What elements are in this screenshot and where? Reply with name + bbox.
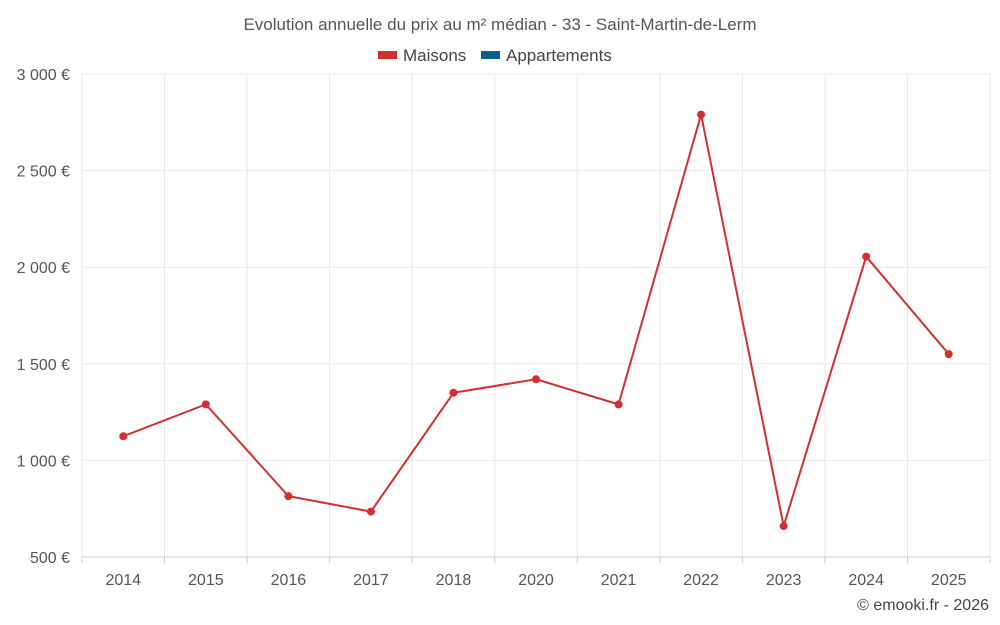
x-tick-label: 2025: [931, 572, 967, 589]
footer-credit: © emooki.fr - 2026: [857, 597, 989, 614]
legend: Maisons Appartements: [378, 46, 612, 65]
data-point-maisons[interactable]: [779, 522, 788, 531]
y-tick-label: 2 000 €: [17, 260, 70, 277]
x-tick-label: 2023: [766, 572, 802, 589]
y-tick-label: 3 000 €: [17, 67, 70, 84]
legend-swatch-appartements: [481, 51, 500, 59]
y-tick-label: 500 €: [30, 550, 70, 567]
legend-item-appartements[interactable]: Appartements: [481, 46, 612, 65]
data-point-maisons[interactable]: [862, 252, 871, 261]
legend-item-maisons[interactable]: Maisons: [378, 46, 466, 65]
x-tick-label: 2024: [848, 572, 884, 589]
data-point-maisons[interactable]: [201, 400, 210, 409]
grid-layer: [81, 73, 991, 557]
legend-label-maisons: Maisons: [403, 46, 466, 65]
legend-label-appartements: Appartements: [506, 46, 612, 65]
data-point-maisons[interactable]: [119, 432, 128, 441]
legend-swatch-maisons: [378, 51, 397, 59]
data-point-maisons[interactable]: [697, 110, 706, 119]
data-point-maisons[interactable]: [366, 507, 375, 516]
y-tick-label: 1 500 €: [17, 357, 70, 374]
data-point-maisons[interactable]: [284, 492, 293, 501]
series-layer: [119, 110, 953, 531]
x-tick-label: 2021: [601, 572, 637, 589]
x-tick-label: 2014: [105, 572, 141, 589]
x-tick-label: 2020: [518, 572, 554, 589]
axis-layer: 500 € 1 000 € 1 500 € 2 000 € 2 500 € 3 000 €…: [17, 67, 991, 589]
x-tick-label: 2016: [271, 572, 307, 589]
x-tick-label: 2017: [353, 572, 389, 589]
x-tick-label: 2015: [188, 572, 224, 589]
data-point-maisons[interactable]: [449, 388, 458, 397]
data-point-maisons[interactable]: [944, 350, 953, 359]
data-point-maisons[interactable]: [614, 400, 623, 409]
chart-title: Evolution annuelle du prix au m² médian …: [243, 15, 756, 34]
x-tick-label: 2018: [436, 572, 472, 589]
x-tick-label: 2022: [683, 572, 719, 589]
y-tick-label: 1 000 €: [17, 453, 70, 470]
data-point-maisons[interactable]: [532, 375, 540, 384]
y-tick-label: 2 500 €: [17, 164, 70, 181]
